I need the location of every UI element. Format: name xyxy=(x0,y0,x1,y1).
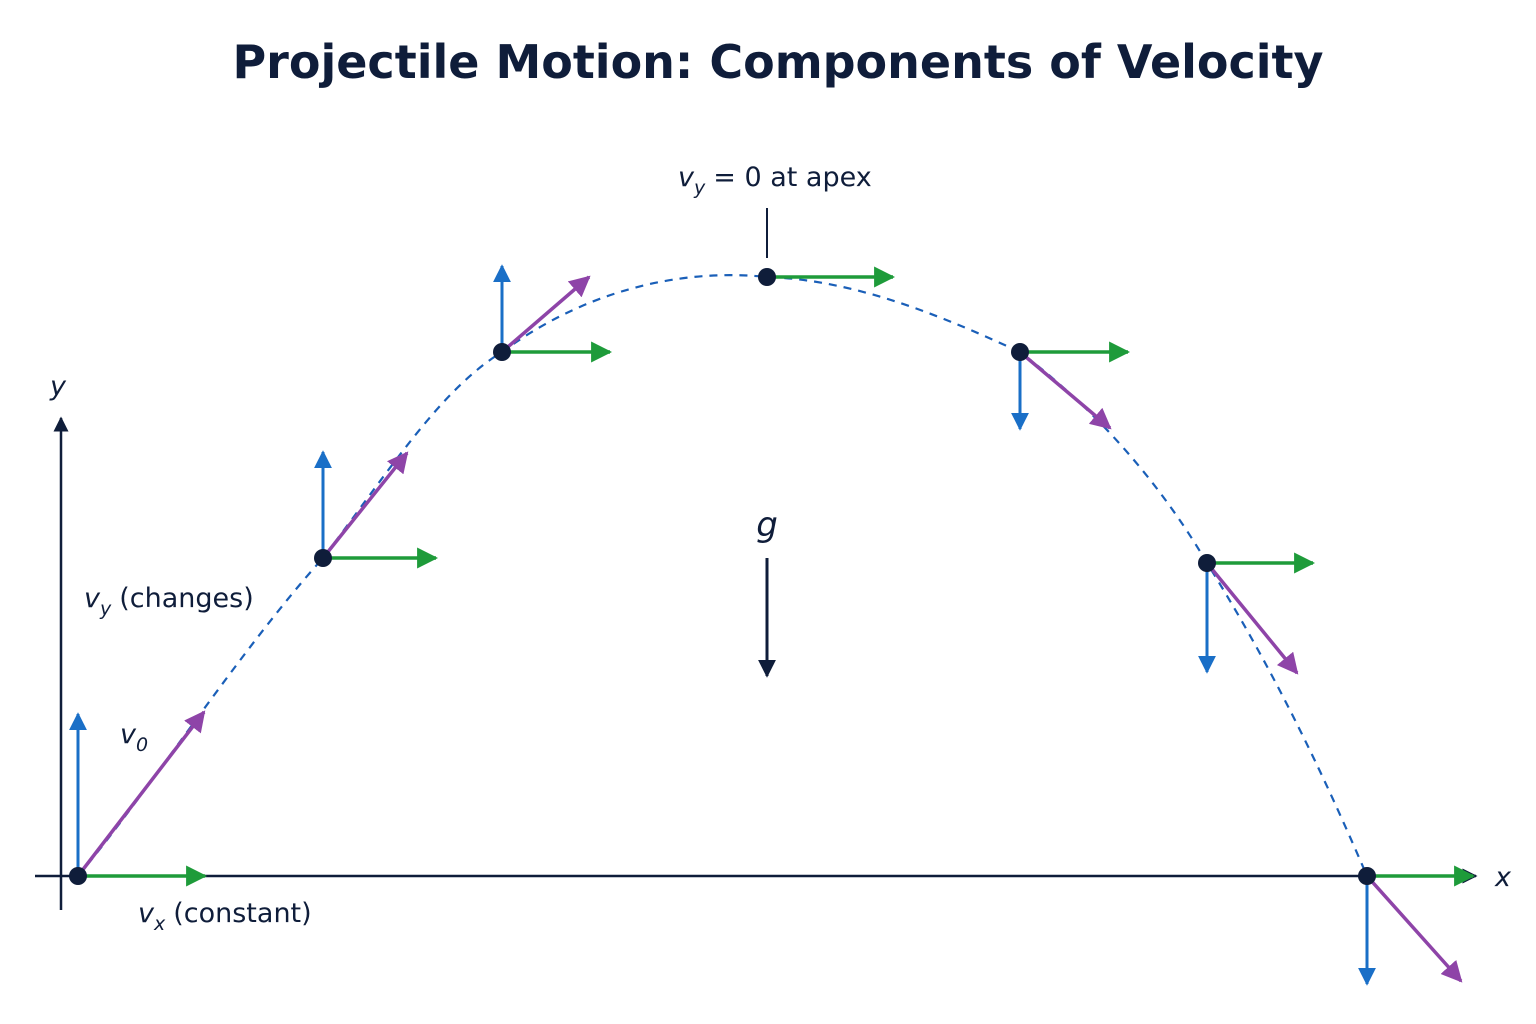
vy-arrows xyxy=(69,264,1376,986)
position-dot xyxy=(1011,343,1029,361)
velocity-arrow xyxy=(500,275,591,354)
position-dot xyxy=(758,268,776,286)
v0-label: v0 xyxy=(120,719,148,756)
position-dot xyxy=(314,549,332,567)
velocity-arrow xyxy=(1205,561,1299,675)
position-dot xyxy=(493,343,511,361)
symbol: v xyxy=(138,898,155,929)
velocity-arrow xyxy=(1365,874,1463,983)
subscript: y xyxy=(99,598,112,620)
positions xyxy=(69,268,1376,885)
position-dot xyxy=(1358,867,1376,885)
gravity-label: g xyxy=(756,505,778,545)
subscript: 0 xyxy=(136,734,148,756)
vx-arrows xyxy=(78,266,1476,887)
velocity-arrows xyxy=(76,275,1463,983)
symbol: v xyxy=(678,162,695,193)
position-dot xyxy=(1198,554,1216,572)
position-dot xyxy=(69,867,87,885)
subscript: x xyxy=(153,913,166,935)
x-axis-label: x xyxy=(1494,862,1512,893)
velocity-arrow xyxy=(321,451,409,560)
text: (constant) xyxy=(173,898,311,929)
vy-label: vy (changes) xyxy=(84,583,254,620)
subscript: y xyxy=(693,177,706,199)
symbol: v xyxy=(120,719,137,750)
text: = 0 at apex xyxy=(713,162,872,193)
vx-label: vx (constant) xyxy=(138,898,312,935)
apex-label: vy = 0 at apex xyxy=(678,162,872,199)
velocity-arrow xyxy=(76,710,206,878)
trajectory xyxy=(77,274,1369,877)
symbol: v xyxy=(84,583,101,614)
y-axis-label: y xyxy=(49,371,67,402)
velocity-arrow xyxy=(1018,350,1112,430)
text: (changes) xyxy=(119,583,254,614)
title: Projectile Motion: Components of Velocit… xyxy=(232,35,1323,89)
